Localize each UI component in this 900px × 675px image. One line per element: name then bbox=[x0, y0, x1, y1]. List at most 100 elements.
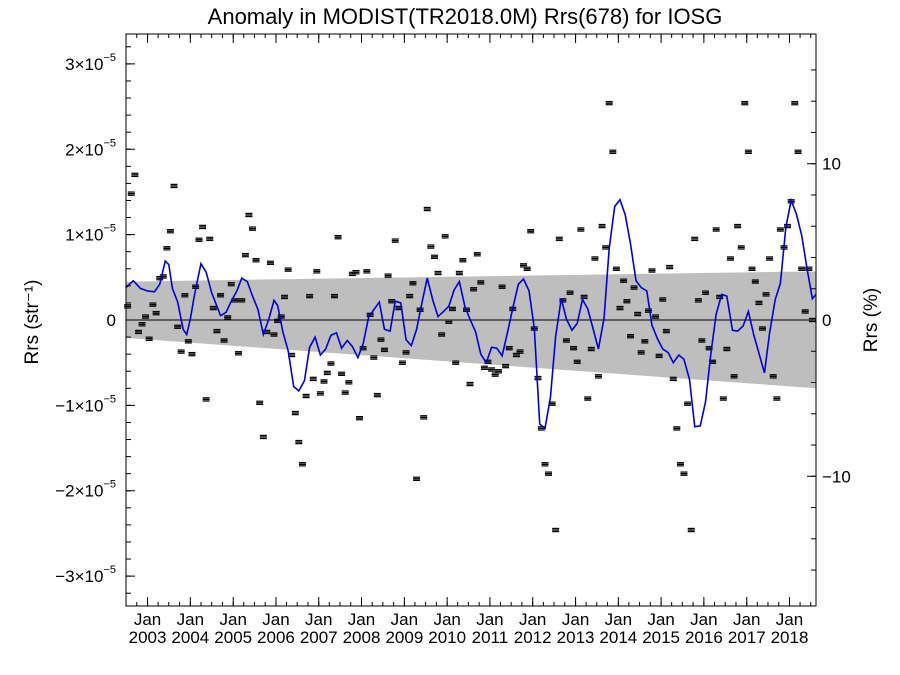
y-tick-label: −3×10−5 bbox=[55, 564, 116, 586]
data-point bbox=[580, 294, 588, 300]
data-point bbox=[406, 293, 414, 299]
data-point bbox=[566, 290, 574, 295]
data-point bbox=[420, 415, 428, 420]
data-point bbox=[652, 314, 660, 319]
data-point bbox=[320, 379, 328, 384]
data-point bbox=[341, 390, 349, 395]
x-tick-year: 2013 bbox=[557, 628, 595, 647]
data-point bbox=[356, 415, 364, 421]
data-point bbox=[716, 294, 724, 300]
data-point bbox=[627, 334, 635, 339]
data-point bbox=[655, 353, 663, 359]
data-point bbox=[174, 324, 182, 330]
data-point bbox=[217, 293, 225, 298]
y-tick-label: −2×10−5 bbox=[55, 479, 116, 501]
x-tick-month: Jan bbox=[305, 610, 332, 629]
data-point bbox=[184, 339, 192, 344]
data-point bbox=[744, 149, 752, 155]
data-point bbox=[388, 299, 396, 304]
time-axis-ticks: Jan2003Jan2004Jan2005Jan2006Jan2007Jan20… bbox=[125, 34, 812, 647]
data-point bbox=[545, 471, 553, 476]
data-point bbox=[188, 351, 196, 357]
data-point bbox=[370, 355, 378, 360]
data-point bbox=[719, 396, 727, 401]
data-point bbox=[523, 266, 531, 271]
y-tick-label: 1×10−5 bbox=[65, 223, 116, 245]
x-tick-year: 2003 bbox=[129, 628, 167, 647]
data-point bbox=[452, 360, 460, 365]
data-point bbox=[773, 396, 781, 401]
data-point bbox=[730, 374, 738, 379]
y-tick-label: 0 bbox=[107, 311, 116, 330]
data-point bbox=[662, 328, 670, 334]
data-point bbox=[323, 370, 331, 376]
data-point bbox=[302, 393, 310, 399]
data-point bbox=[459, 258, 467, 263]
right-axis-label: Rrs (%) bbox=[861, 288, 882, 352]
data-point bbox=[345, 380, 353, 385]
data-point bbox=[431, 254, 439, 260]
data-point bbox=[755, 300, 763, 306]
data-point bbox=[687, 527, 695, 533]
data-point bbox=[352, 269, 360, 275]
data-point bbox=[398, 360, 406, 365]
x-tick-year: 2004 bbox=[171, 628, 209, 647]
data-point bbox=[598, 223, 606, 229]
data-point bbox=[295, 439, 303, 445]
data-point bbox=[427, 244, 435, 249]
x-tick-year: 2007 bbox=[300, 628, 338, 647]
smoothed-anomaly-line bbox=[125, 197, 817, 430]
data-point bbox=[470, 287, 478, 292]
data-point bbox=[266, 260, 274, 265]
data-point bbox=[741, 100, 749, 106]
data-point bbox=[316, 391, 324, 396]
data-point bbox=[163, 246, 171, 251]
x-tick-year: 2017 bbox=[728, 628, 766, 647]
x-tick-month: Jan bbox=[134, 610, 161, 629]
x-tick-month: Jan bbox=[733, 610, 760, 629]
data-point bbox=[241, 252, 249, 258]
data-point bbox=[666, 264, 674, 270]
x-tick-year: 2018 bbox=[771, 628, 809, 647]
data-point bbox=[541, 462, 549, 467]
data-point bbox=[213, 328, 221, 334]
data-point bbox=[224, 315, 232, 320]
data-point bbox=[309, 376, 317, 382]
data-point bbox=[609, 149, 617, 155]
data-point bbox=[142, 314, 150, 319]
data-point bbox=[591, 256, 599, 261]
data-point bbox=[409, 281, 417, 286]
data-point bbox=[762, 292, 770, 297]
data-point bbox=[195, 237, 203, 242]
data-point bbox=[577, 227, 585, 232]
data-point bbox=[769, 374, 777, 379]
data-point bbox=[669, 376, 677, 382]
x-tick-month: Jan bbox=[647, 610, 674, 629]
data-point bbox=[723, 346, 731, 352]
left-axis-ticks: 3×10−5 2×10−5 1×10−5 0 −1×10−5 −2×10−5 −3×10−5 bbox=[55, 46, 135, 594]
data-point bbox=[587, 346, 595, 352]
data-point bbox=[520, 263, 528, 268]
data-point bbox=[612, 266, 620, 271]
data-point bbox=[327, 361, 335, 366]
x-tick-year: 2016 bbox=[685, 628, 723, 647]
data-point bbox=[494, 369, 502, 374]
data-point bbox=[641, 339, 649, 344]
data-point bbox=[149, 302, 157, 307]
data-point bbox=[138, 322, 146, 327]
data-point bbox=[199, 224, 207, 230]
x-tick-year: 2009 bbox=[385, 628, 423, 647]
x-tick-year: 2005 bbox=[214, 628, 252, 647]
data-point bbox=[391, 238, 399, 243]
x-tick-month: Jan bbox=[562, 610, 589, 629]
data-point bbox=[562, 338, 570, 343]
data-point bbox=[644, 308, 652, 313]
x-tick-month: Jan bbox=[348, 610, 375, 629]
data-point bbox=[413, 476, 421, 481]
data-point bbox=[648, 268, 656, 273]
data-point bbox=[555, 236, 563, 242]
anomaly-points bbox=[124, 100, 816, 533]
data-point bbox=[659, 297, 667, 302]
data-point bbox=[527, 229, 535, 234]
data-point bbox=[448, 306, 456, 312]
